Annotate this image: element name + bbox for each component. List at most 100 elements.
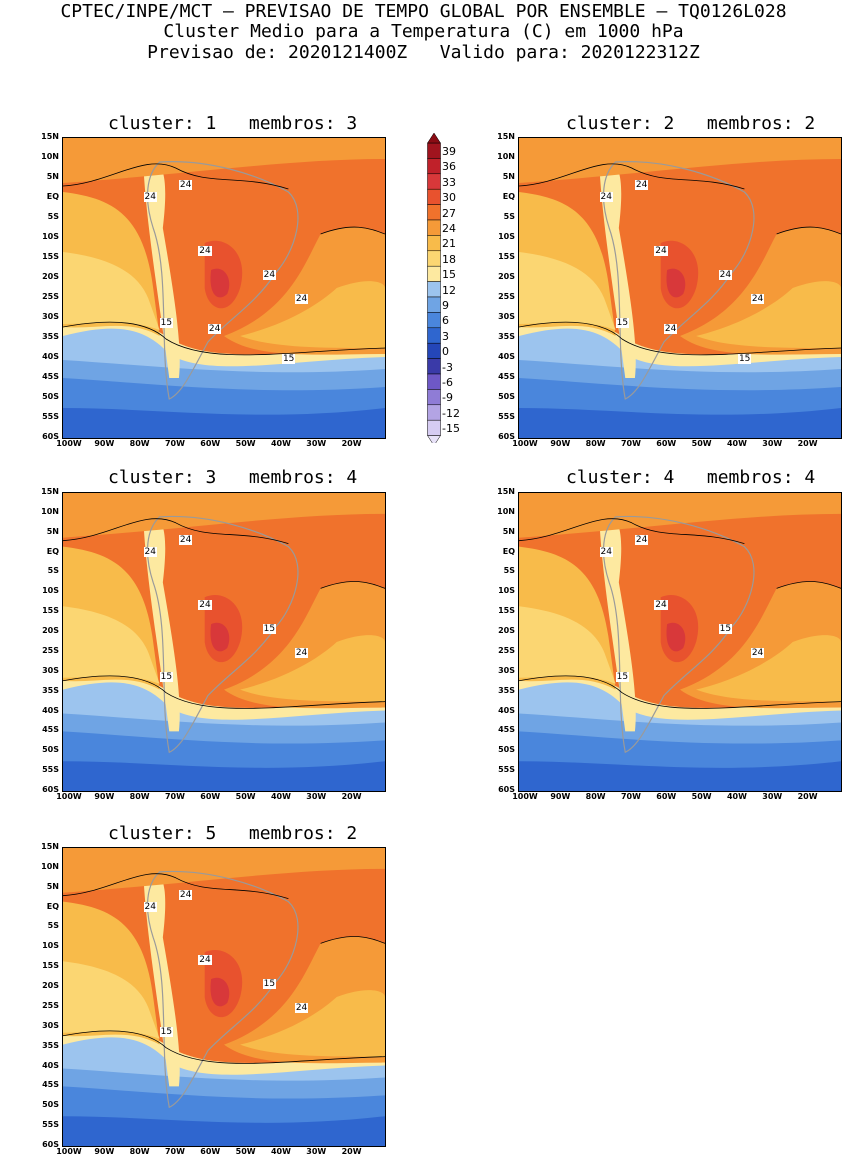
colorbar-box xyxy=(427,312,441,329)
lat-tick-label: 45S xyxy=(42,725,59,735)
lon-tick-label: 50W xyxy=(235,792,256,801)
band-18w xyxy=(63,606,160,684)
lat-tick-label: 40S xyxy=(42,1060,59,1070)
lat-tick-label: 5S xyxy=(503,566,515,576)
header-line-1: CPTEC/INPE/MCT — PREVISAO DE TEMPO GLOBA… xyxy=(60,1,787,22)
lon-tick-label: 60W xyxy=(200,792,221,801)
contour-24 xyxy=(63,518,289,545)
lat-tick-label: 20S xyxy=(498,272,515,281)
lon-tick-label: 40W xyxy=(270,439,291,448)
contour-label: 24 xyxy=(294,647,309,658)
colorbar-box xyxy=(427,235,441,252)
lat-tick-label: 60S xyxy=(42,432,59,441)
colorbar-label: -3 xyxy=(442,360,453,374)
colorbar-box xyxy=(427,219,441,236)
temperature-map: 24 24 24 24 24 15 24 15 xyxy=(62,137,386,439)
lon-tick-label: 80W xyxy=(129,439,150,448)
colorbar-label: 21 xyxy=(442,237,456,251)
contour-label: 24 xyxy=(262,270,277,280)
lat-tick-label: 30S xyxy=(498,665,515,675)
contour-label: 15 xyxy=(615,671,630,682)
colorbar-label: -12 xyxy=(442,406,460,420)
band-18w xyxy=(519,606,616,684)
contour-label: 24 xyxy=(654,246,668,256)
lat-tick-label: 60S xyxy=(42,1140,59,1149)
colorbar-box xyxy=(427,296,441,313)
lat-tick-label: 10S xyxy=(42,586,59,596)
lon-tick-label: 70W xyxy=(164,792,185,801)
lat-tick-label: 5N xyxy=(46,526,59,536)
colorbar-boxes xyxy=(427,133,441,443)
band-33 xyxy=(210,622,230,652)
colorbar-label: 15 xyxy=(442,268,456,282)
colorbar-box xyxy=(427,204,441,221)
temperature-map: 24 24 24 24 24 15 24 15 xyxy=(518,137,842,439)
lat-tick-label: 15S xyxy=(498,252,515,261)
colorbar-box xyxy=(427,373,441,390)
lat-tick-label: 30S xyxy=(42,312,59,321)
lat-tick-label: 35S xyxy=(498,685,515,695)
colorbar-label: 9 xyxy=(442,299,449,312)
lon-tick-label: 40W xyxy=(270,792,291,801)
lon-tick-label: 60W xyxy=(656,792,677,801)
colorbar-box xyxy=(427,173,441,190)
contour-24e xyxy=(320,226,385,235)
lat-tick-label: 5N xyxy=(46,172,59,181)
contour-24 xyxy=(63,873,289,900)
contour-15 xyxy=(519,321,841,356)
band-3 xyxy=(63,1116,385,1146)
band-18w xyxy=(519,252,616,330)
colorbar-label: -15 xyxy=(442,422,460,436)
coastline xyxy=(147,515,299,754)
lat-tick-label: 50S xyxy=(42,392,59,401)
lat-tick-label: 30S xyxy=(498,312,515,321)
band-33 xyxy=(666,268,686,298)
lat-tick-label: 5N xyxy=(502,526,515,536)
colorbar-label: 18 xyxy=(442,252,456,266)
contour-label: 24 xyxy=(178,889,193,900)
map-field xyxy=(519,138,841,438)
lat-tick-label: 20S xyxy=(498,626,515,636)
lon-tick-label: 50W xyxy=(235,439,256,448)
lat-tick-label: 45S xyxy=(42,1080,59,1090)
lon-tick-label: 60W xyxy=(656,439,677,448)
lon-tick-label: 100W xyxy=(56,1147,82,1156)
contour-24 xyxy=(519,163,745,190)
lat-tick-label: 5S xyxy=(47,212,59,221)
colorbar-box xyxy=(427,358,441,375)
lon-tick-label: 40W xyxy=(726,439,747,448)
contour-label: 24 xyxy=(198,246,212,256)
lon-tick-label: 20W xyxy=(797,792,818,801)
contour-label: 24 xyxy=(143,546,157,557)
colorbar-box xyxy=(427,281,441,298)
lat-tick-label: 10N xyxy=(41,152,59,161)
lat-tick-label: EQ xyxy=(46,901,59,911)
lat-tick-label: 15S xyxy=(42,961,59,971)
map-field xyxy=(63,138,385,438)
contour-label: 15 xyxy=(281,354,296,364)
temperature-map: 24 24 24 15 24 15 xyxy=(62,492,386,792)
contour-24e xyxy=(776,581,841,589)
lon-tick-label: 80W xyxy=(585,792,606,801)
coastline xyxy=(147,161,299,400)
lat-tick-label: 50S xyxy=(42,745,59,755)
header-line-3: Previsao de: 2020121400Z Valido para: 20… xyxy=(147,42,700,63)
lat-tick-label: 25S xyxy=(42,1000,59,1010)
lon-tick-label: 30W xyxy=(306,1147,327,1156)
colorbar-label: 30 xyxy=(442,191,456,205)
lon-tick-label: 90W xyxy=(550,439,571,448)
lat-tick-label: 40S xyxy=(42,705,59,715)
contour-label: 24 xyxy=(294,1002,309,1013)
lon-tick-label: 80W xyxy=(129,792,150,801)
panel-title: cluster: 2 membros: 2 xyxy=(566,113,816,134)
lat-tick-label: 5S xyxy=(503,212,515,221)
lat-tick-label: 15N xyxy=(497,132,515,141)
lon-tick-label: 20W xyxy=(797,439,818,448)
colorbar-box xyxy=(427,250,441,267)
lon-tick-label: 30W xyxy=(306,439,327,448)
lon-tick-label: 70W xyxy=(620,792,641,801)
lon-tick-label: 100W xyxy=(512,439,538,448)
lon-tick-label: 90W xyxy=(94,1147,115,1156)
lat-tick-label: 10S xyxy=(42,232,59,241)
colorbar-box xyxy=(427,327,441,344)
